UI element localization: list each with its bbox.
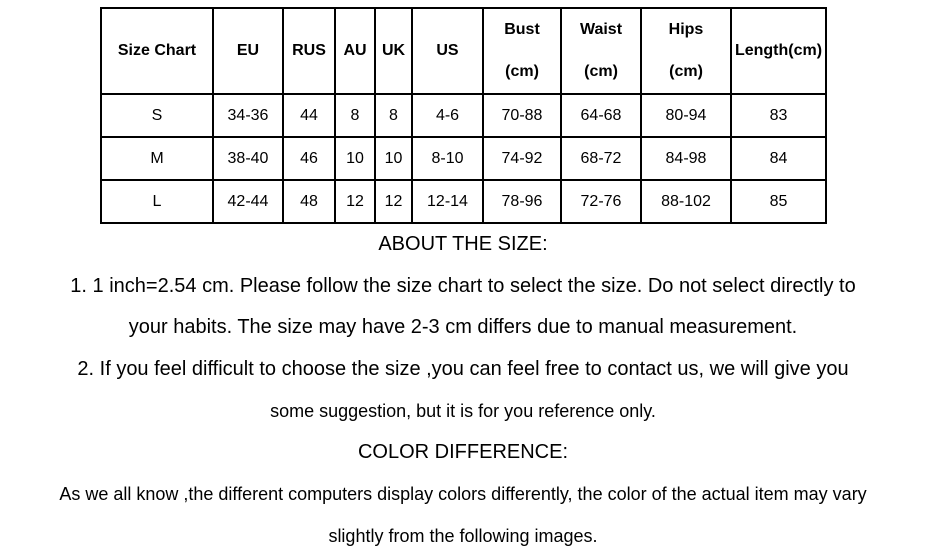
column-header: Waist (cm) (560, 7, 642, 95)
table-cell: M (100, 136, 214, 181)
column-header-text: US (436, 42, 459, 59)
size-note-1: 1. 1 inch=2.54 cm. Please follow the siz… (70, 274, 856, 297)
column-header: AU (334, 7, 376, 95)
table-cell: 34-36 (212, 93, 284, 138)
column-header-text: AU (343, 42, 367, 59)
table-cell: 10 (334, 136, 376, 181)
column-header-text: (cm) (505, 63, 539, 80)
table-cell: 78-96 (482, 179, 562, 224)
column-header: Size Chart (100, 7, 214, 95)
table-cell: 70-88 (482, 93, 562, 138)
table-cell: 38-40 (212, 136, 284, 181)
column-header-text: EU (236, 42, 260, 59)
column-header-text: Bust (504, 21, 540, 38)
table-cell: 12-14 (411, 179, 484, 224)
column-header: UK (374, 7, 413, 95)
size-chart-table: Size Chart EU RUS AU UK US Bust (cm) Waist (cm) Hi… (100, 7, 827, 224)
table-cell: 12 (334, 179, 376, 224)
size-note-2-cont: some suggestion, but it is for you refer… (270, 400, 656, 421)
color-note-cont: slightly from the following images. (328, 525, 598, 546)
table-cell: 74-92 (482, 136, 562, 181)
table-cell: L (100, 179, 214, 224)
about-size-heading: ABOUT THE SIZE: (378, 233, 548, 255)
table-cell: 8-10 (411, 136, 484, 181)
table-cell: S (100, 93, 214, 138)
table-cell: 83 (730, 93, 827, 138)
column-header-text: RUS (292, 42, 326, 59)
table-cell: 84-98 (640, 136, 732, 181)
size-note-1-cont: your habits. The size may have 2-3 cm di… (128, 316, 798, 339)
table-cell: 80-94 (640, 93, 732, 138)
column-header-text: (cm) (669, 63, 703, 80)
column-header: Bust (cm) (482, 7, 562, 95)
table-cell: 8 (374, 93, 413, 138)
table-row: M 38-40 46 10 10 8-10 74-92 68-72 84-98 84 (100, 136, 827, 181)
column-header-text: Waist (579, 21, 623, 38)
column-header: EU (212, 7, 284, 95)
table-cell: 10 (374, 136, 413, 181)
column-header-text: Length(cm) (734, 42, 823, 59)
table-cell: 44 (282, 93, 336, 138)
column-header: RUS (282, 7, 336, 95)
table-cell: 88-102 (640, 179, 732, 224)
color-difference-heading: COLOR DIFFERENCE: (357, 441, 569, 464)
size-note-2: 2. If you feel difficult to choose the s… (77, 358, 849, 381)
table-cell: 4-6 (411, 93, 484, 138)
column-header: Hips (cm) (640, 7, 732, 95)
size-notes: ABOUT THE SIZE: 1. 1 inch=2.54 cm. Pleas… (0, 224, 926, 558)
table-cell: 64-68 (560, 93, 642, 138)
table-cell: 12 (374, 179, 413, 224)
table-cell: 48 (282, 179, 336, 224)
table-cell: 85 (730, 179, 827, 224)
column-header-text: UK (381, 42, 406, 59)
column-header: Length(cm) (730, 7, 827, 95)
column-header-text: (cm) (584, 63, 618, 80)
column-header: US (411, 7, 484, 95)
color-note: As we all know ,the different computers … (59, 484, 867, 505)
table-row: S 34-36 44 8 8 4-6 70-88 64-68 80-94 83 (100, 93, 827, 138)
column-header-text: Size Chart (117, 42, 197, 59)
table-cell: 84 (730, 136, 827, 181)
table-cell: 8 (334, 93, 376, 138)
column-header-text: Hips (668, 21, 704, 38)
table-cell: 42-44 (212, 179, 284, 224)
table-cell: 68-72 (560, 136, 642, 181)
table-row: L 42-44 48 12 12 12-14 78-96 72-76 88-102 85 (100, 179, 827, 224)
table-cell: 72-76 (560, 179, 642, 224)
table-cell: 46 (282, 136, 336, 181)
header-row: Size Chart EU RUS AU UK US Bust (cm) Waist (cm) Hi… (100, 7, 827, 95)
